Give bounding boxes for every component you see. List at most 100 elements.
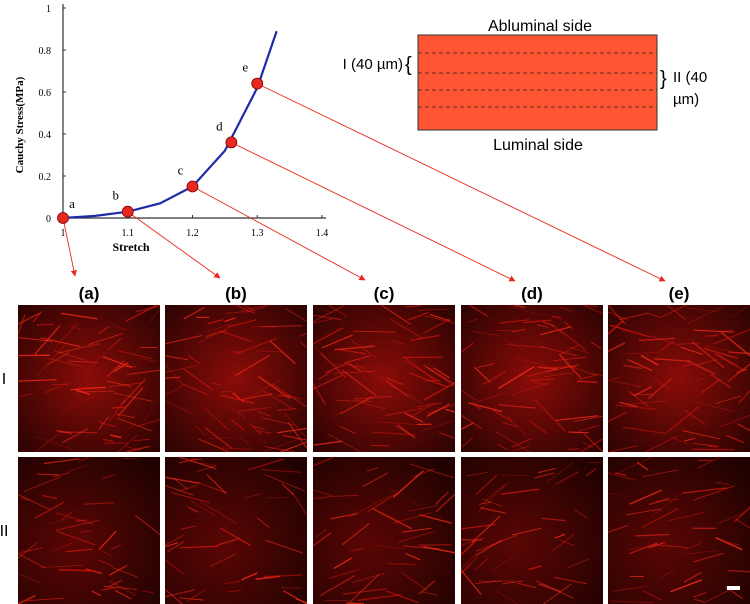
fiber bbox=[107, 579, 123, 588]
fiber bbox=[727, 363, 750, 383]
row-label: II bbox=[0, 523, 8, 540]
micrograph bbox=[17, 304, 161, 453]
fiber bbox=[478, 501, 492, 505]
point-label: d bbox=[216, 118, 223, 133]
fiber bbox=[511, 328, 527, 333]
fiber bbox=[252, 425, 265, 430]
fiber bbox=[715, 536, 743, 551]
micrograph bbox=[17, 456, 161, 604]
fiber bbox=[319, 575, 356, 597]
fiber bbox=[410, 463, 454, 478]
fiber bbox=[17, 594, 36, 604]
fiber bbox=[693, 443, 720, 447]
fiber bbox=[49, 542, 73, 553]
fiber bbox=[47, 351, 70, 366]
fiber bbox=[269, 340, 296, 365]
fiber bbox=[35, 431, 62, 453]
fiber bbox=[495, 431, 531, 453]
micrograph-bg bbox=[608, 305, 750, 452]
fiber bbox=[734, 518, 750, 529]
fiber bbox=[591, 373, 604, 377]
fiber bbox=[568, 431, 589, 434]
data-point bbox=[251, 77, 264, 90]
fiber bbox=[580, 438, 604, 453]
fiber bbox=[164, 589, 196, 598]
fiber bbox=[56, 530, 96, 546]
fiber bbox=[258, 437, 268, 445]
fiber bbox=[695, 377, 706, 382]
fiber bbox=[715, 395, 742, 404]
fiber bbox=[107, 338, 122, 351]
fiber bbox=[106, 380, 132, 388]
fiber bbox=[481, 370, 507, 386]
fiber bbox=[721, 331, 750, 357]
fiber bbox=[545, 462, 574, 484]
fiber bbox=[17, 542, 38, 559]
fiber bbox=[55, 519, 100, 531]
abluminal-label: Abluminal side bbox=[488, 18, 592, 35]
fiber bbox=[362, 472, 389, 488]
fiber bbox=[206, 474, 227, 495]
fiber bbox=[198, 438, 230, 453]
fiber bbox=[380, 304, 412, 325]
fiber bbox=[126, 423, 136, 431]
fiber bbox=[249, 423, 262, 435]
fiber bbox=[500, 488, 540, 495]
fiber bbox=[101, 474, 115, 480]
stress-curve bbox=[62, 30, 278, 220]
fiber bbox=[240, 304, 270, 312]
fiber bbox=[40, 337, 81, 348]
fiber bbox=[53, 350, 86, 361]
fiber bbox=[209, 553, 237, 567]
fiber bbox=[276, 408, 297, 411]
fiber bbox=[328, 304, 348, 318]
fiber bbox=[620, 328, 634, 336]
fiber bbox=[576, 380, 598, 384]
fiber bbox=[237, 406, 272, 412]
fiber bbox=[46, 357, 84, 368]
fiber bbox=[134, 514, 161, 536]
micrograph-bg bbox=[461, 305, 603, 452]
data-point bbox=[57, 212, 69, 224]
fiber bbox=[680, 346, 703, 355]
fiber bbox=[347, 362, 361, 372]
fiber bbox=[474, 392, 506, 404]
fiber bbox=[712, 328, 750, 345]
fiber bbox=[609, 324, 650, 338]
fiber bbox=[516, 582, 537, 589]
fiber bbox=[126, 369, 161, 376]
fiber bbox=[529, 420, 548, 434]
fiber bbox=[715, 481, 730, 486]
fiber bbox=[534, 472, 555, 479]
vessel-wall bbox=[417, 34, 658, 131]
fiber bbox=[505, 343, 545, 349]
row-label: I bbox=[2, 371, 6, 388]
fiber bbox=[20, 497, 31, 502]
fiber bbox=[655, 498, 679, 503]
fiber bbox=[642, 590, 663, 601]
fiber bbox=[220, 527, 252, 546]
micrograph bbox=[607, 304, 750, 453]
fiber bbox=[164, 384, 186, 396]
fiber bbox=[404, 412, 424, 423]
fiber bbox=[505, 304, 545, 317]
fiber bbox=[693, 329, 735, 333]
fiber bbox=[327, 433, 362, 453]
fiber bbox=[510, 445, 530, 453]
fiber bbox=[230, 419, 245, 431]
fiber bbox=[608, 445, 638, 453]
fiber bbox=[210, 382, 222, 386]
fiber bbox=[285, 308, 308, 322]
fiber bbox=[542, 321, 555, 327]
fiber bbox=[358, 401, 386, 410]
fiber bbox=[42, 494, 57, 500]
fiber bbox=[247, 458, 284, 471]
fiber bbox=[619, 312, 648, 320]
fiber bbox=[339, 396, 373, 415]
fiber bbox=[111, 544, 122, 550]
fiber bbox=[180, 525, 196, 530]
y-tick-label: 0.6 bbox=[39, 88, 52, 99]
fiber bbox=[272, 383, 308, 408]
fiber bbox=[56, 512, 93, 525]
fiber bbox=[647, 377, 673, 400]
